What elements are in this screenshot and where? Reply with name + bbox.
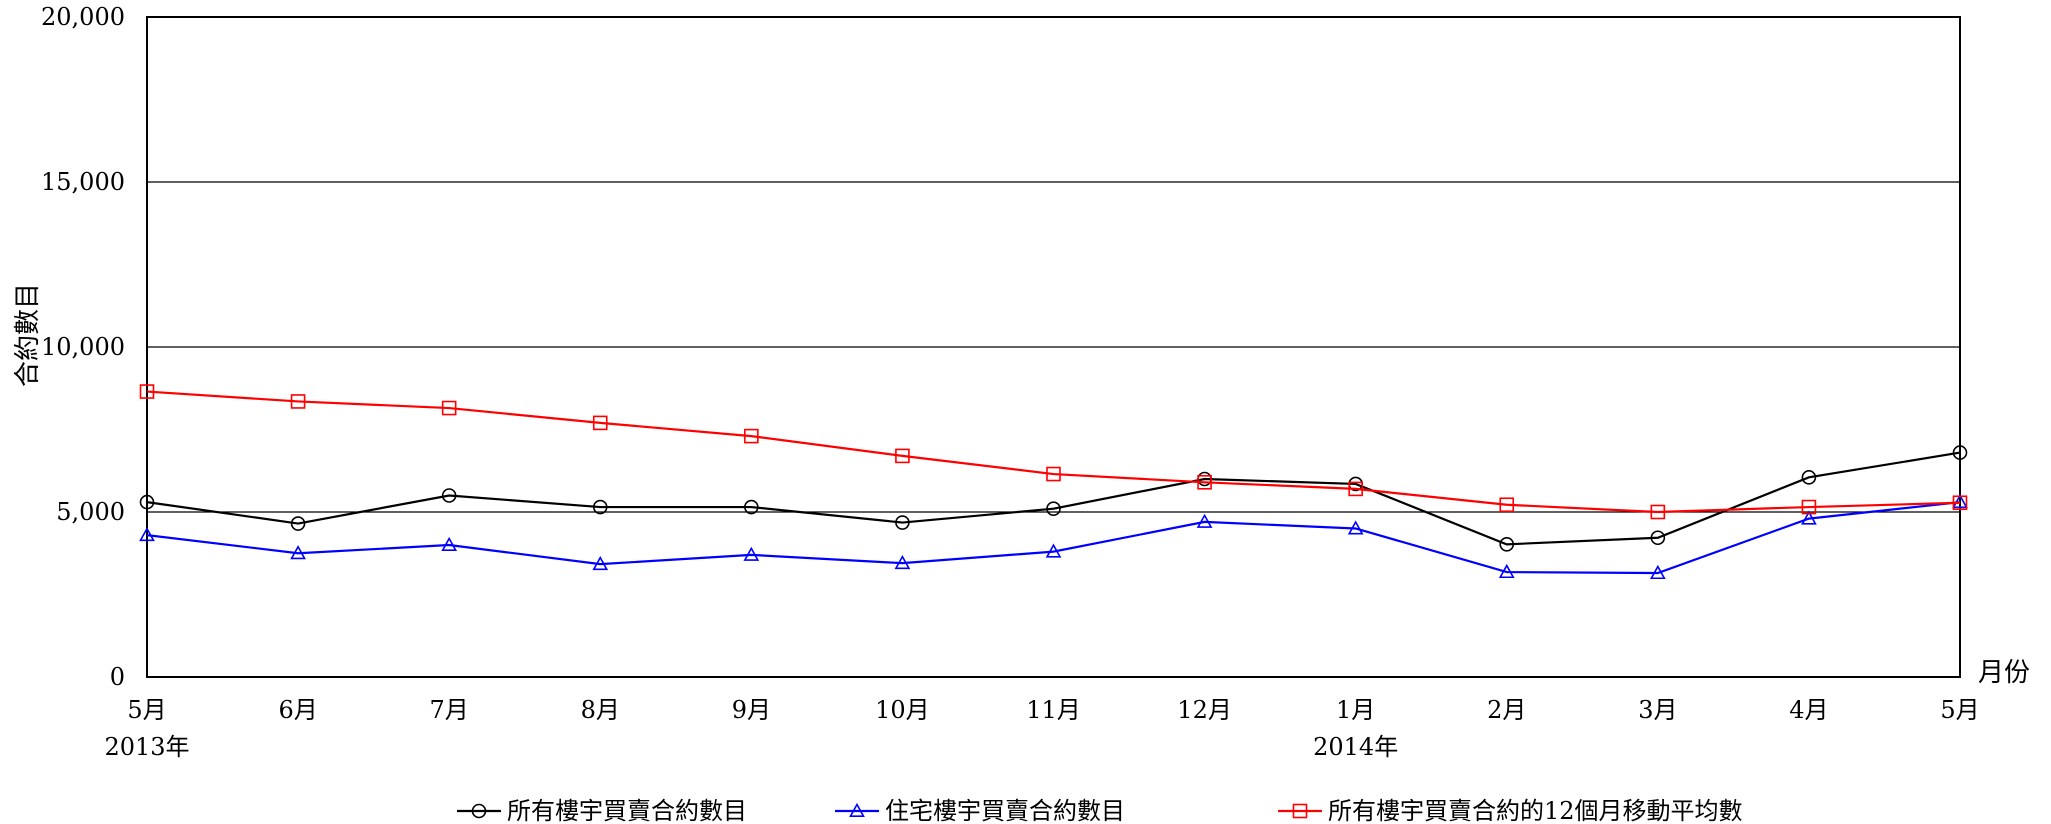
x-tick-label: 1月 [1336,696,1375,724]
data-point [1801,499,1817,515]
legend-label: 所有樓宇買賣合約的12個月移動平均數 [1328,797,1743,824]
data-point [743,546,760,561]
y-tick-label: 15,000 [41,168,125,196]
data-point [139,494,155,510]
data-point [1650,530,1666,546]
year-label: 2013年 [104,733,189,761]
data-point [1046,501,1061,517]
data-point [441,400,457,416]
legend-item: 住宅樓宇買賣合約數目 [835,797,1125,824]
data-point [895,515,910,530]
x-tick-label: 3月 [1638,696,1677,724]
gridlines [147,181,1960,513]
data-point [1650,504,1666,520]
plot-frame [146,16,1961,678]
y-tick-label: 20,000 [41,3,125,31]
data-point [744,428,759,444]
data-point [592,499,608,515]
data-point [1952,445,1968,460]
x-tick-label: 5月 [127,696,166,724]
data-point [1499,537,1515,552]
y-tick-label: 5,000 [56,498,125,526]
data-point [1801,470,1817,485]
x-tick-label: 10月 [875,696,930,724]
data-point [441,536,458,552]
year-label: 2014年 [1313,733,1398,761]
data-point [139,526,155,542]
data-point [139,384,155,399]
data-point [290,516,306,531]
legend-label: 所有樓宇買賣合約數目 [507,797,747,824]
legend-item: 所有樓宇買賣合約的12個月移動平均數 [1278,797,1743,824]
legend: 所有樓宇買賣合約數目 住宅樓宇買賣合約數目 所有樓宇買賣合約的12個月移動平均數 [457,797,1743,824]
series-line [146,501,1961,575]
x-axis-title: 月份 [1978,658,2030,688]
data-point [1348,481,1363,497]
series-group [139,384,1968,520]
data-point [290,545,306,560]
data-point [592,555,609,571]
data-point [1952,495,1968,511]
x-tick-label: 7月 [430,696,469,724]
data-point [1649,564,1666,580]
data-point [290,394,306,409]
series-line [146,390,1961,514]
data-point [471,803,487,819]
x-tick-label: 6月 [278,696,317,724]
x-tick-label: 2月 [1487,696,1526,724]
y-tick-label: 0 [110,663,125,691]
y-axis-title: 合約數目 [13,283,43,387]
legend-label: 住宅樓宇買賣合約數目 [885,797,1125,824]
x-tick-label: 11月 [1026,696,1081,724]
data-point [1499,497,1515,513]
data-point [441,488,457,503]
series-layer [139,384,1968,580]
data-point [592,415,608,431]
data-point [895,448,910,464]
data-point [894,555,911,570]
x-axis-ticks: 5月 6月 7月 8月 9月 10月 11月 12月 1月 2月 3月 4月 5月 [127,696,1979,724]
data-point [1347,520,1364,535]
legend-item: 所有樓宇買賣合約數目 [457,797,747,824]
data-point [1801,510,1817,525]
data-point [744,499,759,515]
data-point [1197,474,1212,490]
data-point [1498,563,1515,579]
data-point [1292,803,1308,819]
data-point [849,802,865,818]
x-tick-label: 8月 [581,696,620,724]
year-labels: 2013年 2014年 [104,733,1398,761]
data-point [1196,513,1213,528]
x-tick-label: 4月 [1789,696,1828,724]
y-axis-ticks: 0 5,000 10,000 15,000 20,000 [41,3,125,691]
data-point [1952,493,1968,509]
y-tick-label: 10,000 [41,333,125,361]
series-line [146,451,1961,546]
x-tick-label: 5月 [1940,696,1979,724]
series-group [139,445,1968,552]
x-tick-label: 9月 [732,696,771,724]
series-group [139,493,1968,580]
data-point [1045,543,1062,558]
data-point [1046,466,1061,482]
x-tick-label: 12月 [1177,696,1232,724]
